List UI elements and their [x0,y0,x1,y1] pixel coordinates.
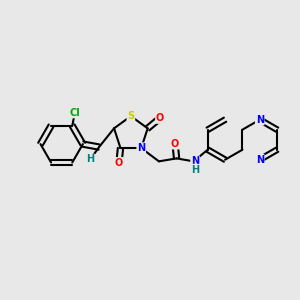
Text: N: N [191,156,199,166]
Text: N: N [256,115,264,125]
Text: O: O [115,158,123,168]
Text: Cl: Cl [70,107,81,118]
Text: S: S [127,111,134,121]
Text: O: O [156,113,164,123]
Text: N: N [256,155,264,165]
Text: H: H [86,154,94,164]
Text: H: H [191,165,199,175]
Text: N: N [137,143,145,153]
Text: O: O [171,139,179,149]
